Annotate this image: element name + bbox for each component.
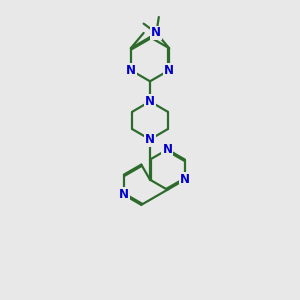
Text: N: N (145, 133, 155, 146)
Text: N: N (162, 143, 172, 156)
Text: N: N (145, 95, 155, 108)
Text: N: N (180, 173, 190, 186)
Text: N: N (126, 64, 136, 77)
Text: N: N (119, 188, 129, 201)
Text: N: N (164, 64, 174, 77)
Text: N: N (152, 26, 161, 40)
